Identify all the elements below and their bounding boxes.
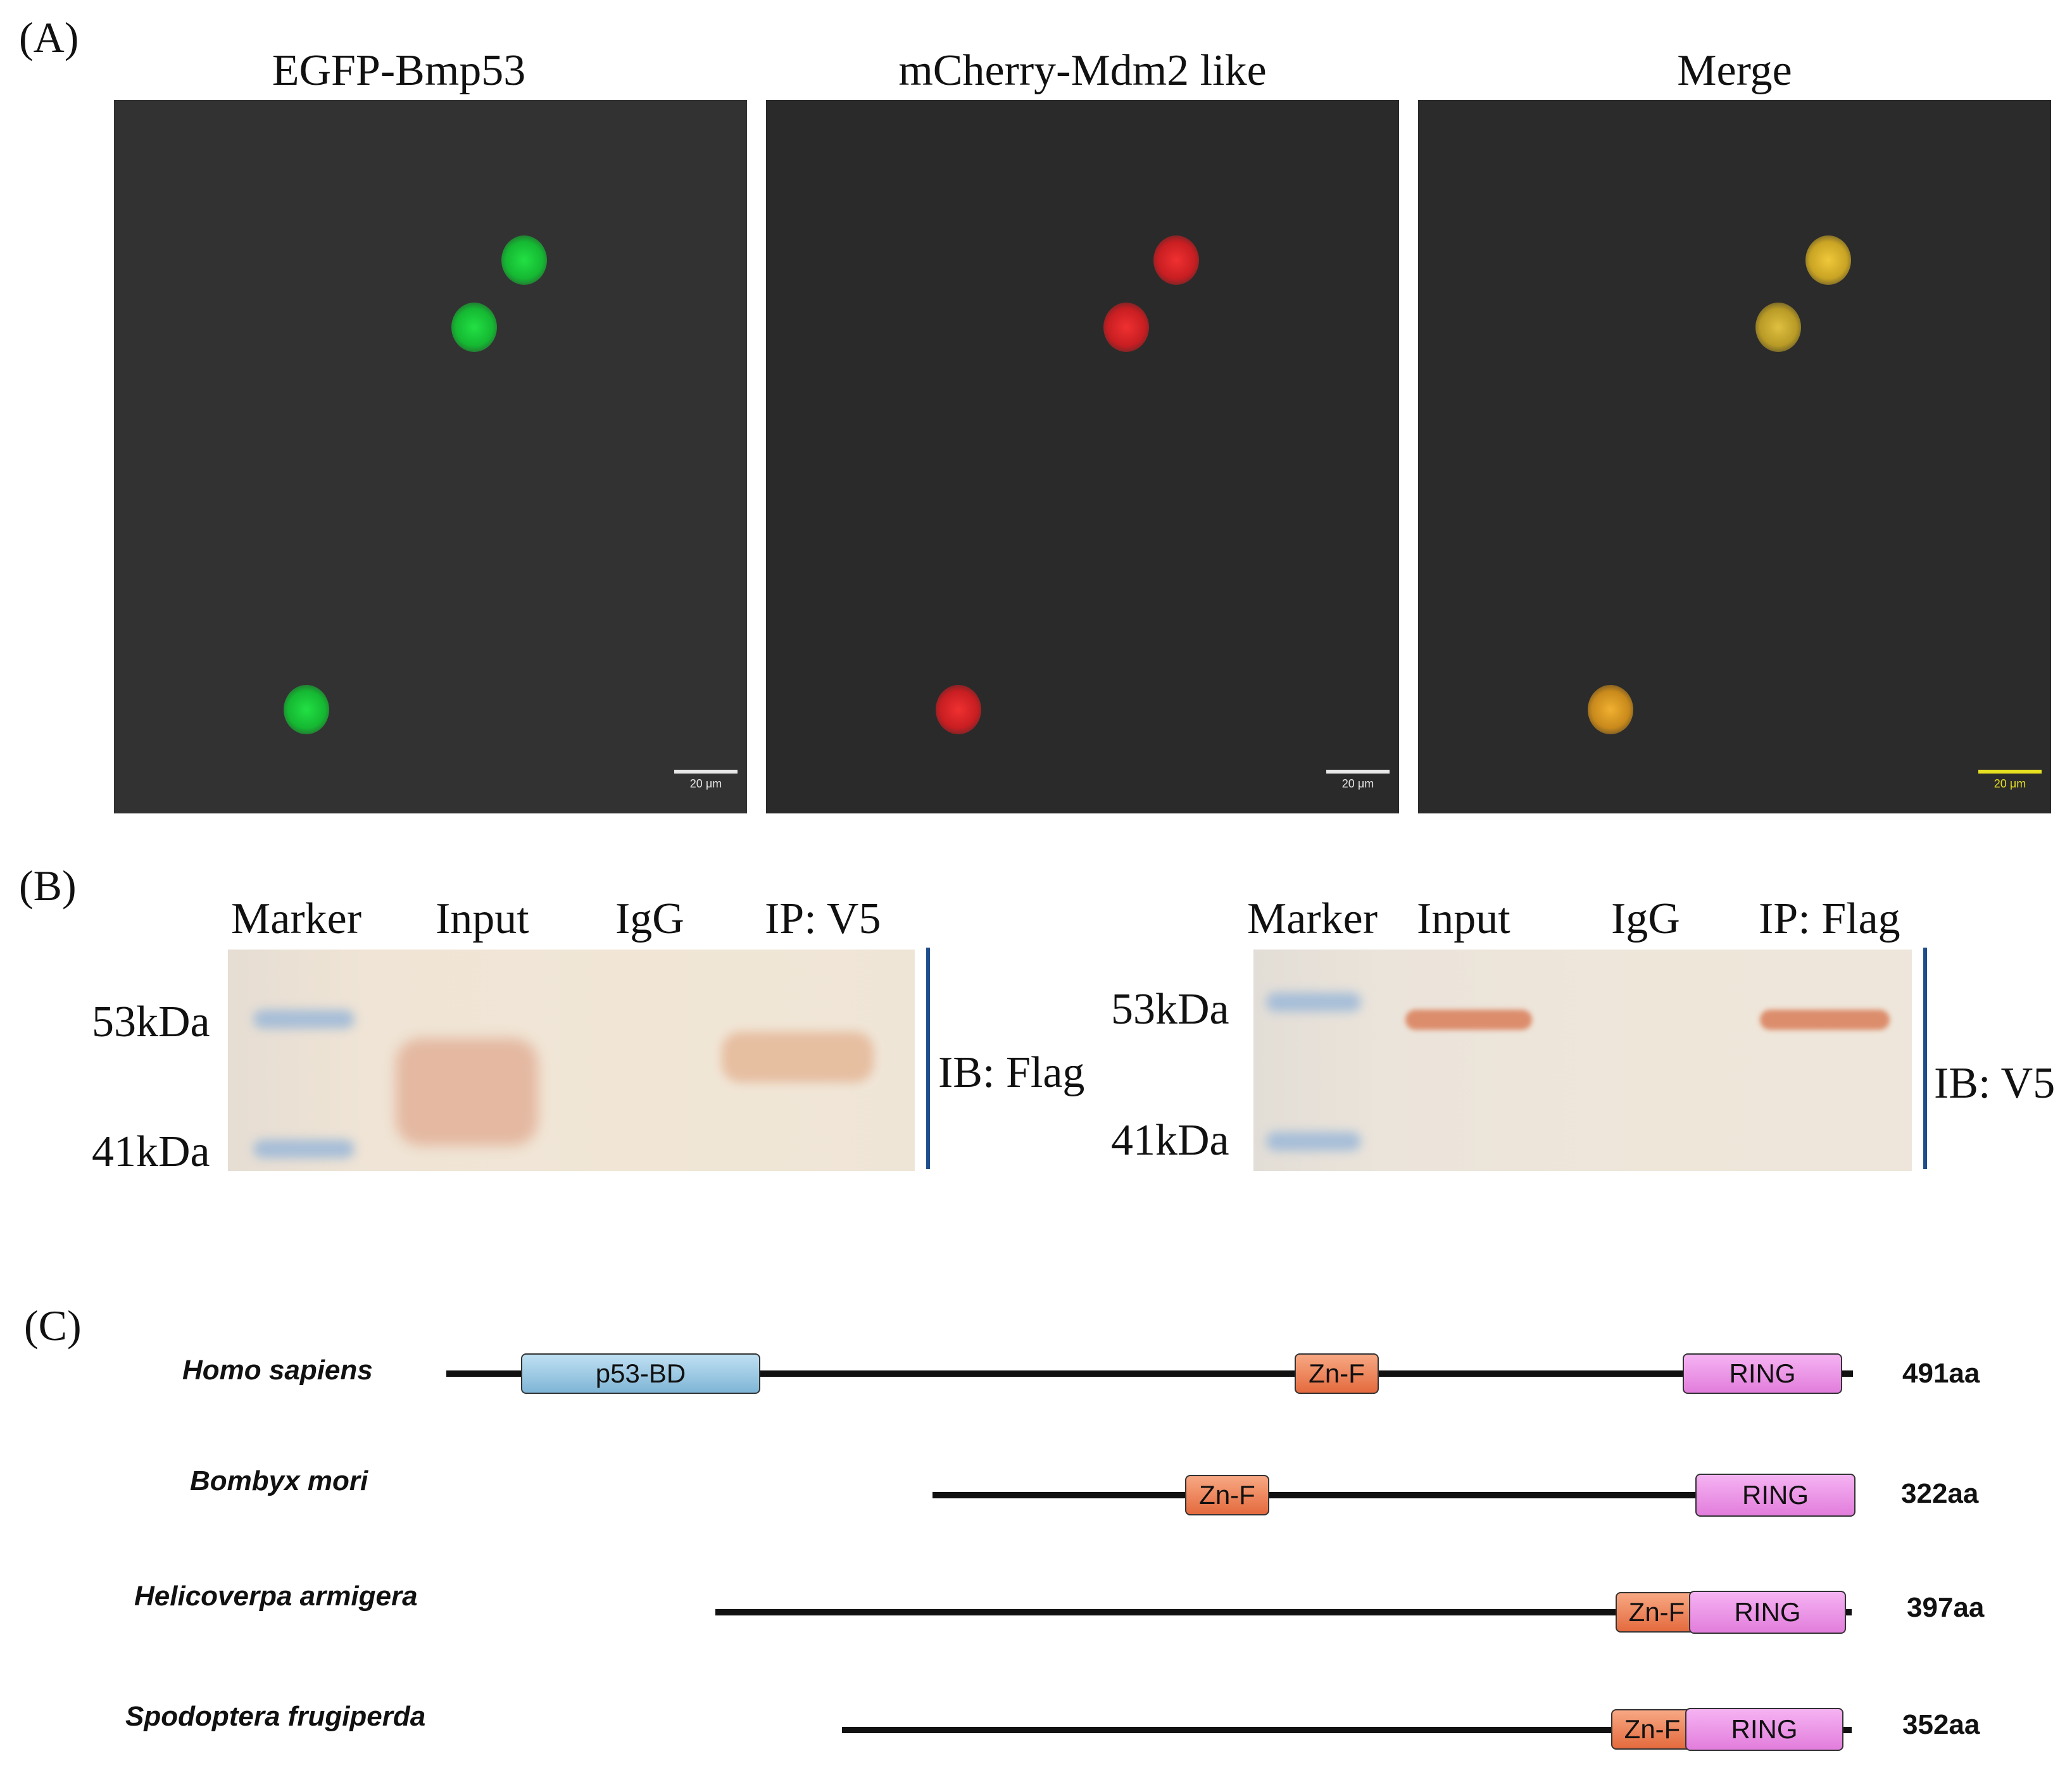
length-spodoptera-frugiperda: 352aa: [1902, 1709, 1980, 1740]
domain-zn-f: Zn-F: [1185, 1475, 1269, 1515]
scale-text: 20 μm: [1994, 777, 2026, 790]
divider-line-right: [1923, 948, 1927, 1169]
input-band: [396, 1038, 538, 1146]
panel-b-label: (B): [19, 862, 77, 910]
cell-dot: [1103, 303, 1149, 352]
domain-zn-f: Zn-F: [1295, 1353, 1379, 1394]
length-helicoverpa-armigera: 397aa: [1907, 1592, 1985, 1623]
lane-input-right: Input: [1417, 894, 1510, 943]
protein-line: [842, 1727, 1852, 1733]
cell-dot: [1805, 235, 1851, 285]
domain-ring: RING: [1695, 1474, 1855, 1517]
domain-zn-f: Zn-F: [1611, 1709, 1693, 1750]
domain-ring: RING: [1685, 1708, 1843, 1751]
marker-band: [1266, 993, 1361, 1012]
species-bombyx-mori: Bombyx mori: [190, 1465, 368, 1496]
micrograph-merge: 20 μm: [1418, 100, 2051, 813]
title-mcherry: mCherry-Mdm2 like: [898, 46, 1267, 95]
ip-band: [722, 1032, 874, 1082]
cell-dot: [1755, 303, 1801, 352]
divider-line-left: [926, 948, 930, 1169]
micrograph-mcherry: 20 μm: [766, 100, 1399, 813]
scale-text: 20 μm: [689, 777, 722, 790]
domain-p53-bd: p53-BD: [521, 1353, 760, 1394]
cell-dot: [1153, 235, 1199, 285]
western-blot-left: [228, 950, 915, 1171]
protein-line: [446, 1370, 1853, 1377]
input-band: [1405, 1010, 1532, 1030]
protein-line: [932, 1492, 1854, 1498]
panel-a-label: (A): [19, 13, 79, 61]
title-merge: Merge: [1677, 46, 1792, 95]
species-spodoptera-frugiperda: Spodoptera frugiperda: [125, 1701, 426, 1732]
marker-41-right: 41kDa: [1111, 1116, 1229, 1165]
marker-band: [1266, 1132, 1361, 1151]
scale-bar: [1326, 770, 1390, 774]
lane-igg-right: IgG: [1611, 894, 1680, 943]
species-helicoverpa-armigera: Helicoverpa armigera: [134, 1581, 418, 1612]
marker-53-right: 53kDa: [1111, 985, 1229, 1034]
length-bombyx-mori: 322aa: [1901, 1478, 1979, 1509]
lane-marker-right: Marker: [1247, 894, 1378, 943]
lane-marker-left: Marker: [231, 894, 362, 943]
marker-41-left: 41kDa: [92, 1127, 210, 1176]
ip-band: [1760, 1010, 1890, 1030]
scale-bar: [674, 770, 738, 774]
lane-ip-right: IP: Flag: [1759, 894, 1900, 943]
title-egfp: EGFP-Bmp53: [272, 46, 526, 95]
ib-label-left: IB: Flag: [938, 1048, 1085, 1097]
scale-text: 20 μm: [1341, 777, 1374, 790]
cell-dot: [936, 685, 981, 734]
species-homo-sapiens: Homo sapiens: [182, 1355, 373, 1386]
western-blot-right: [1253, 950, 1912, 1171]
protein-line: [715, 1609, 1852, 1615]
domain-zn-f: Zn-F: [1616, 1592, 1698, 1633]
domain-ring: RING: [1689, 1591, 1846, 1634]
lane-igg-left: IgG: [615, 894, 684, 943]
micrograph-egfp: 20 μm: [114, 100, 747, 813]
domain-ring: RING: [1683, 1353, 1842, 1394]
marker-band: [253, 1010, 355, 1029]
lane-input-left: Input: [436, 894, 529, 943]
cell-dot: [284, 685, 329, 734]
marker-53-left: 53kDa: [92, 998, 210, 1046]
marker-band: [253, 1139, 355, 1158]
cell-dot: [1588, 685, 1633, 734]
cell-dot: [451, 303, 497, 352]
length-homo-sapiens: 491aa: [1902, 1358, 1980, 1389]
scale-bar: [1978, 770, 2042, 774]
lane-ip-left: IP: V5: [765, 894, 881, 943]
cell-dot: [501, 235, 547, 285]
ib-label-right: IB: V5: [1934, 1059, 2056, 1108]
panel-c-label: (C): [24, 1301, 82, 1350]
